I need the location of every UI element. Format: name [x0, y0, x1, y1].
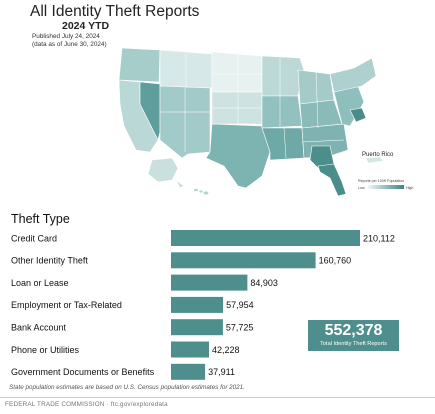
category-label: Bank Account	[11, 323, 67, 333]
state-region-northeast	[329, 57, 377, 93]
bar-value-label: 42,228	[212, 345, 240, 355]
bar-value-label: 57,954	[226, 300, 254, 310]
footer-divider	[0, 397, 435, 398]
map-legend-title: Reports per 100K Population	[358, 179, 404, 183]
bar[interactable]	[171, 341, 209, 358]
bar-value-label: 57,725	[226, 323, 254, 333]
category-label: Phone or Utilities	[11, 345, 80, 355]
puerto-rico: Puerto Rico	[362, 152, 394, 164]
theft-type-bar-chart: Credit Card 210,112 Other Identity Theft 16…	[11, 230, 395, 380]
total-reports-callout: 552,378 Total Identity Theft Reports	[308, 320, 399, 351]
state-region-plains-north	[211, 51, 263, 93]
state-region-ohio-valley	[299, 99, 343, 129]
bar[interactable]	[171, 230, 360, 246]
total-reports-value: 552,378	[324, 322, 383, 339]
bar-value-label: 84,903	[250, 278, 278, 288]
bar[interactable]	[171, 296, 224, 313]
state-region-midwest-lower	[261, 95, 303, 129]
category-label: Loan or Lease	[11, 278, 69, 288]
category-label: Government Documents or Benefits	[11, 367, 155, 377]
state-region-delaware-md	[349, 107, 367, 123]
bar-value-label: 37,911	[208, 367, 235, 377]
map-legend: Reports per 100K Population Low High	[358, 179, 413, 190]
state-region-texas	[205, 123, 271, 189]
state-region-south-central	[261, 127, 305, 161]
bar-value-label: 210,112	[363, 233, 395, 243]
bar[interactable]	[171, 274, 248, 291]
bar[interactable]	[171, 252, 316, 269]
state-region-pacific-nw	[118, 47, 161, 83]
category-label: Other Identity Theft	[11, 256, 88, 266]
data-as-of-date: (data as of June 30, 2024)	[32, 40, 107, 48]
alaska	[147, 157, 185, 189]
published-note: Published July 24, 2024 (data as of June…	[32, 33, 107, 48]
bar[interactable]	[171, 363, 206, 380]
map-legend-high: High	[406, 186, 413, 190]
ftc-footer: FEDERAL TRADE COMMISSION · ftc.gov/explo…	[5, 401, 168, 408]
total-reports-label: Total Identity Theft Reports	[320, 341, 387, 347]
us-choropleth-map[interactable]: Puerto Rico Reports per 100K Population …	[0, 0, 435, 200]
state-borders	[160, 54, 345, 159]
population-footnote: State population estimates are based on …	[9, 384, 245, 391]
category-label: Credit Card	[11, 233, 57, 243]
published-date: Published July 24, 2024	[32, 33, 100, 40]
category-label: Employment or Tax-Related	[11, 300, 122, 310]
hawaii	[193, 188, 209, 196]
state-region-florida	[317, 163, 347, 197]
bar[interactable]	[171, 319, 223, 336]
state-region-midwest-upper	[261, 55, 305, 97]
bar-value-label: 160,760	[319, 256, 352, 266]
state-region-nevada	[139, 81, 161, 141]
map-legend-low: Low	[358, 186, 365, 190]
page-title: All Identity Theft Reports	[30, 3, 200, 20]
puerto-rico-label: Puerto Rico	[362, 152, 394, 158]
page-subtitle: 2024 YTD	[62, 20, 110, 32]
theft-type-title: Theft Type	[11, 212, 70, 226]
map-legend-gradient	[368, 185, 404, 189]
